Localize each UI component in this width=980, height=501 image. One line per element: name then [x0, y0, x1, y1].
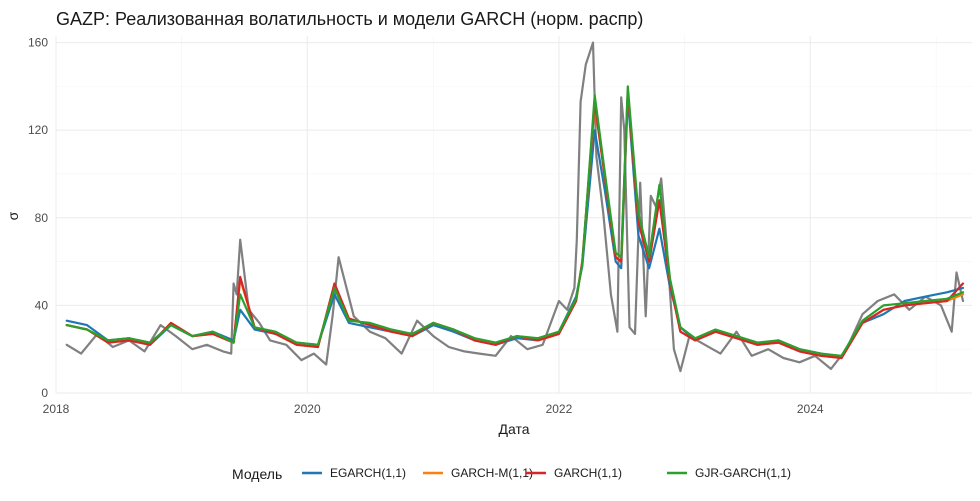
- y-tick-label: 0: [41, 386, 48, 400]
- y-axis-title: σ: [5, 211, 21, 220]
- x-tick-label: 2022: [546, 402, 573, 416]
- legend-label: EGARCH(1,1): [330, 466, 406, 480]
- series-line-gjr-garch-1-1: [65, 85, 965, 357]
- legend-title: Модель: [232, 466, 282, 482]
- x-tick-label: 2018: [43, 402, 70, 416]
- series-realized-volatility: [65, 41, 965, 373]
- x-axis-ticks: 2018 2020 2022 2024: [43, 402, 824, 416]
- y-tick-label: 160: [28, 36, 48, 50]
- series-layer: [65, 41, 965, 373]
- series-line-garch-1-1: [65, 89, 965, 360]
- x-tick-label: 2024: [797, 402, 824, 416]
- y-axis-ticks: 0 40 80 120 160: [28, 36, 48, 400]
- y-tick-label: 80: [35, 211, 49, 225]
- legend: Модель EGARCH(1,1) GARCH-M(1,1) GARCH(1,1)…: [232, 466, 791, 482]
- series-line-egarch-1-1: [65, 96, 965, 360]
- legend-label: GJR-GARCH(1,1): [695, 466, 791, 480]
- chart-title: GAZP: Реализованная волатильность и моде…: [56, 9, 643, 29]
- x-axis-title: Дата: [498, 421, 529, 437]
- legend-label: GARCH-M(1,1): [451, 466, 533, 480]
- series-line-garch-m-1-1: [65, 89, 965, 360]
- y-tick-label: 40: [35, 298, 49, 312]
- y-tick-label: 120: [28, 123, 48, 137]
- x-tick-label: 2020: [294, 402, 321, 416]
- legend-label: GARCH(1,1): [554, 466, 622, 480]
- grid: [55, 36, 972, 394]
